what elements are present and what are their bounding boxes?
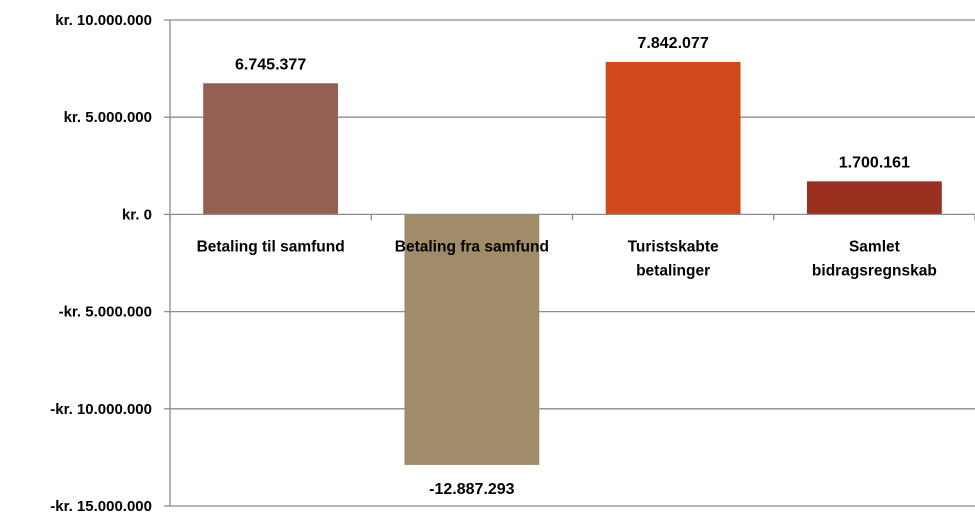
y-tick-label: -kr. 5.000.000 xyxy=(59,304,152,321)
x-tick-label: Betaling fra samfund xyxy=(395,238,549,255)
x-tick-label-line: bidragsregnskab xyxy=(812,262,937,279)
y-tick-label: -kr. 10.000.000 xyxy=(50,401,152,418)
data-label: -12.887.293 xyxy=(429,481,515,498)
y-axis-tick-labels: kr. 10.000.000 kr. 5.000.000 kr. 0 -kr. 5.0… xyxy=(50,12,152,515)
x-tick-label-line: Betaling til samfund xyxy=(197,238,345,255)
x-tick-label-line: betalinger xyxy=(636,262,710,279)
axes xyxy=(164,19,975,507)
x-tick-label: Samlet bidragsregnskab xyxy=(812,238,937,279)
x-tick-label: Turistskabte betalinger xyxy=(628,238,719,279)
x-tick-label: Betaling til samfund xyxy=(197,238,345,255)
x-tick-label-line: Turistskabte xyxy=(628,238,719,255)
y-tick-label: kr. 5.000.000 xyxy=(64,109,152,126)
bars xyxy=(203,61,942,465)
y-tick-label: kr. 0 xyxy=(122,206,152,223)
x-tick-label-line: Samlet xyxy=(849,238,900,255)
data-label: 7.842.077 xyxy=(638,35,709,52)
data-label: 1.700.161 xyxy=(839,154,910,171)
data-labels: 6.745.377 -12.887.293 7.842.077 1.700.161 xyxy=(235,35,910,498)
bar xyxy=(404,214,540,465)
bar xyxy=(203,83,339,215)
bar xyxy=(806,181,942,215)
x-tick-label-line: Betaling fra samfund xyxy=(395,238,549,255)
bar xyxy=(605,61,741,215)
y-tick-label: -kr. 15.000.000 xyxy=(50,498,152,515)
y-tick-label: kr. 10.000.000 xyxy=(55,12,152,29)
data-label: 6.745.377 xyxy=(235,56,306,73)
x-axis-tick-labels: Betaling til samfund Betaling fra samfund… xyxy=(197,238,937,279)
